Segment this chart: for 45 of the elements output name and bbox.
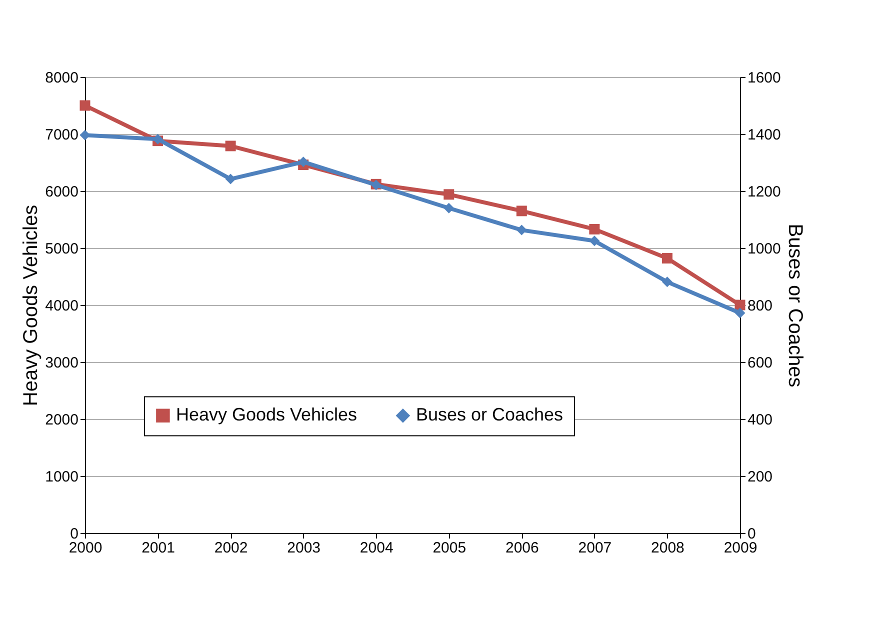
point: [662, 276, 672, 288]
x-tick-label: 2009: [724, 540, 758, 556]
x-tick-label: 2005: [432, 540, 466, 556]
x-tick-label: 2008: [651, 540, 684, 556]
point: [225, 174, 236, 184]
x-tick-label: 2001: [142, 540, 175, 556]
y2-tick-label: 1000: [748, 240, 781, 258]
y-tick-label: 8000: [45, 70, 78, 86]
point: [225, 140, 236, 152]
point: [444, 202, 454, 214]
x-tick-label: 2004: [360, 540, 394, 556]
point: [516, 206, 527, 216]
legend-label: Buses or Coaches: [416, 404, 564, 425]
y-tick-label: 0: [70, 526, 78, 542]
y-tick-label: 7000: [45, 126, 78, 144]
point: [589, 236, 600, 246]
y-tick-label: 5000: [45, 240, 78, 258]
y-tick-label: 2000: [45, 412, 78, 428]
point: [80, 100, 90, 111]
y2-tick-label: 200: [748, 468, 773, 486]
point: [444, 189, 454, 200]
y2-axis-title: Buses or Coaches: [784, 224, 806, 388]
legend-label: Heavy Goods Vehicles: [176, 404, 358, 425]
x-tick-label: 2007: [578, 540, 612, 556]
y2-tick-label: 600: [748, 354, 773, 372]
y2-tick-label: 1600: [748, 70, 781, 86]
point: [589, 224, 600, 234]
y2-tick-label: 800: [748, 298, 773, 314]
y2-tick-label: 400: [748, 412, 773, 428]
y-tick-label: 4000: [45, 298, 78, 314]
y-tick-label: 3000: [45, 354, 78, 372]
x-tick-label: 2003: [287, 540, 321, 556]
y2-tick-label: 1200: [748, 184, 781, 200]
y-tick-label: 1000: [45, 468, 78, 486]
point: [734, 308, 746, 318]
x-tick-label: 2000: [68, 540, 102, 556]
y-tick-label: 6000: [45, 184, 78, 200]
point: [298, 156, 309, 168]
y-axis-title: Heavy Goods Vehicles: [20, 204, 42, 406]
point: [516, 224, 527, 236]
x-tick-label: 2002: [214, 540, 248, 556]
y2-tick-label: 0: [748, 526, 756, 542]
point: [662, 253, 672, 264]
y2-tick-label: 1400: [748, 126, 781, 144]
x-tick-label: 2006: [505, 540, 539, 556]
